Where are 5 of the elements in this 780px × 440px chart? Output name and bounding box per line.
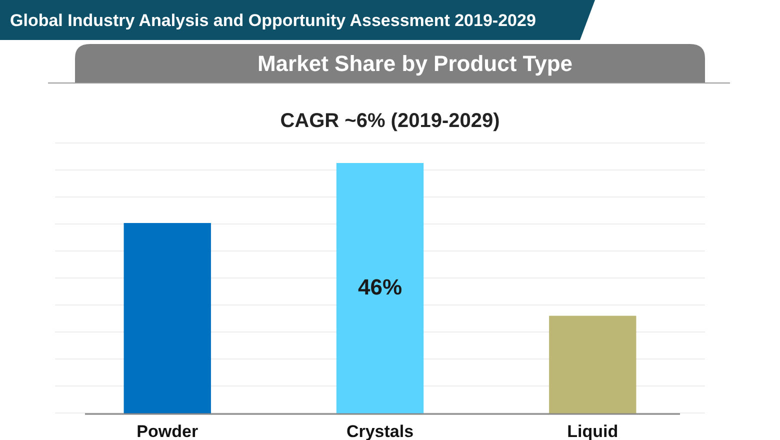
text: Global Industry Analysis and Opportunity Assessment 2019-2029	[10, 11, 536, 30]
data-label: 46%	[358, 274, 402, 300]
chart-subtitle: CAGR ~6% (2019-2029)	[280, 110, 500, 132]
x-tick-label: Powder	[136, 422, 198, 440]
chart-title: Market Share by Product Type	[257, 51, 573, 76]
